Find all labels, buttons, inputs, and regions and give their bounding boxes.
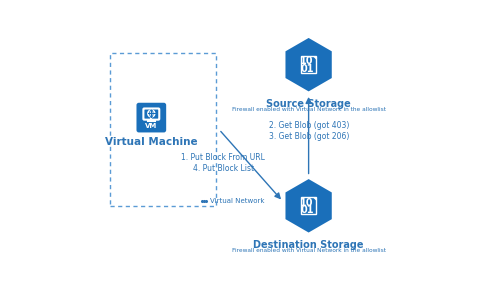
Text: 10: 10 xyxy=(300,56,314,66)
FancyBboxPatch shape xyxy=(301,197,316,214)
Text: 10: 10 xyxy=(300,198,314,208)
Polygon shape xyxy=(284,178,333,234)
FancyBboxPatch shape xyxy=(301,56,316,73)
Text: Virtual Machine: Virtual Machine xyxy=(105,137,198,147)
Text: 2. Get Blob (got 403)
3. Get Blob (got 206): 2. Get Blob (got 403) 3. Get Blob (got 2… xyxy=(269,121,349,141)
Text: VM: VM xyxy=(145,123,158,129)
Polygon shape xyxy=(284,37,333,93)
Text: Destination Storage: Destination Storage xyxy=(254,240,364,250)
Circle shape xyxy=(148,110,155,117)
Text: Virtual Network: Virtual Network xyxy=(210,198,264,204)
FancyBboxPatch shape xyxy=(136,103,166,133)
Polygon shape xyxy=(313,56,316,60)
Text: 01: 01 xyxy=(300,205,314,215)
Text: 1. Put Block From URL
4. Put Block List: 1. Put Block From URL 4. Put Block List xyxy=(181,153,265,173)
Text: 01: 01 xyxy=(300,64,314,74)
Text: Source Storage: Source Storage xyxy=(266,99,351,109)
FancyBboxPatch shape xyxy=(143,108,159,120)
Text: Firewall enabled with Virtual Network in the allowlist: Firewall enabled with Virtual Network in… xyxy=(232,248,386,253)
Text: Firewall enabled with Virtual Network in the allowlist: Firewall enabled with Virtual Network in… xyxy=(232,107,386,112)
Polygon shape xyxy=(313,197,316,201)
